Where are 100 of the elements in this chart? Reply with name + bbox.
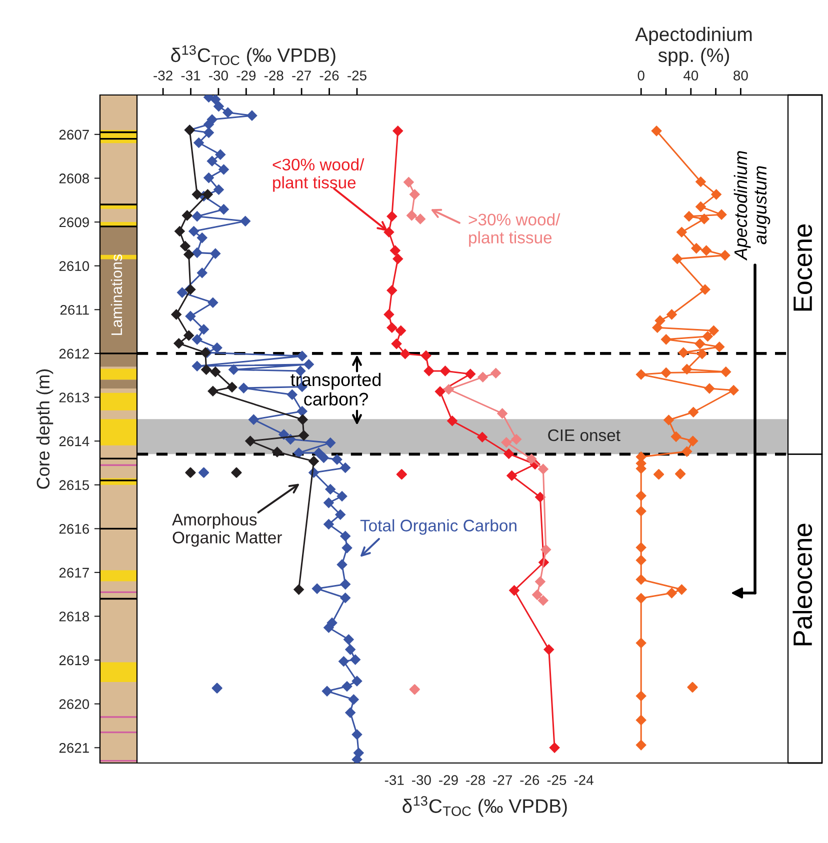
y-tick-label: 2607 <box>59 130 89 140</box>
x-tick-label: -31 <box>181 70 200 80</box>
point <box>185 284 196 295</box>
point <box>386 322 398 333</box>
point <box>208 386 218 396</box>
point <box>708 326 719 336</box>
point <box>386 285 398 296</box>
series-label: <30% wood/ plant tissue <box>272 158 364 192</box>
point <box>666 309 677 320</box>
x-tick-label: -27 <box>493 775 512 785</box>
point <box>198 467 210 478</box>
point <box>696 348 708 359</box>
x-tick-label: -31 <box>384 775 404 786</box>
x-tick-label: -29 <box>236 70 256 80</box>
text: Eocene <box>794 224 812 311</box>
y-tick-label: 2621 <box>59 743 89 753</box>
x-axis-title: Apectodinium spp. (%) <box>635 26 752 66</box>
point <box>535 492 546 502</box>
x-tick-label: -25 <box>348 70 366 80</box>
point <box>202 189 213 200</box>
point <box>535 576 546 587</box>
point <box>700 284 710 295</box>
point <box>400 348 410 359</box>
point <box>636 593 646 604</box>
point <box>714 342 725 352</box>
point <box>636 740 646 750</box>
x-tick-label: -30 <box>209 70 228 80</box>
point <box>652 322 663 333</box>
point <box>384 226 394 238</box>
point <box>636 690 646 702</box>
y-tick-label: 2610 <box>59 261 90 271</box>
point <box>688 436 698 446</box>
point <box>728 385 739 396</box>
y-tick-label: 2620 <box>59 699 90 710</box>
text: Paleocene <box>792 524 812 646</box>
point <box>636 542 646 553</box>
point <box>720 250 730 260</box>
point <box>704 383 715 394</box>
point <box>182 210 192 221</box>
point <box>396 469 407 480</box>
point <box>654 315 666 326</box>
point <box>711 189 722 200</box>
y-tick-label: 2613 <box>59 392 89 402</box>
point <box>424 366 434 376</box>
point <box>231 467 242 478</box>
point <box>391 338 402 349</box>
point <box>666 588 677 598</box>
point <box>636 555 646 566</box>
y-tick-label: 2612 <box>59 348 89 359</box>
x-tick-label: 40 <box>683 70 698 80</box>
point <box>298 414 308 425</box>
x-tick-label: -28 <box>264 70 284 80</box>
point <box>509 585 520 596</box>
point <box>540 544 551 555</box>
point <box>538 595 548 606</box>
x-tick-label: -24 <box>574 775 594 785</box>
point <box>185 467 196 478</box>
point <box>406 210 417 221</box>
point <box>532 590 542 600</box>
point <box>682 446 692 457</box>
point <box>226 382 238 392</box>
point <box>636 714 646 726</box>
point <box>298 430 309 440</box>
x-tick-label: -29 <box>439 775 458 786</box>
point <box>504 448 514 459</box>
point <box>184 249 194 260</box>
point <box>440 366 450 376</box>
x-tick-label: -27 <box>292 70 311 80</box>
point <box>636 638 646 648</box>
point <box>701 245 712 256</box>
y-tick-label: 2617 <box>59 568 89 578</box>
point <box>294 584 304 595</box>
point <box>390 245 400 256</box>
x-axis-title: δ$^{13}$C$_{TOC}$ (‰ VPDB) <box>171 45 336 66</box>
point <box>384 309 394 320</box>
point <box>490 368 501 378</box>
point <box>308 456 319 466</box>
point <box>392 254 403 264</box>
x-tick-label: 80 <box>734 70 748 80</box>
y-tick-label: 2619 <box>59 655 89 666</box>
y-tick-label: 2608 <box>59 174 89 184</box>
point <box>444 384 454 394</box>
x-tick-label: 0 <box>638 70 644 80</box>
y-tick-label: 2616 <box>59 524 89 534</box>
point <box>691 243 702 254</box>
point <box>653 469 664 480</box>
point <box>477 432 488 442</box>
point <box>478 372 488 382</box>
point <box>171 309 182 320</box>
point <box>676 226 687 238</box>
x-tick-label: -28 <box>466 775 485 786</box>
point <box>682 364 692 374</box>
point <box>538 464 548 474</box>
point <box>526 454 537 464</box>
x-tick-label: -26 <box>520 775 540 786</box>
x-tick-label: -25 <box>547 775 566 786</box>
point <box>184 330 194 341</box>
point <box>651 126 662 136</box>
point <box>447 416 458 426</box>
point <box>664 414 674 426</box>
